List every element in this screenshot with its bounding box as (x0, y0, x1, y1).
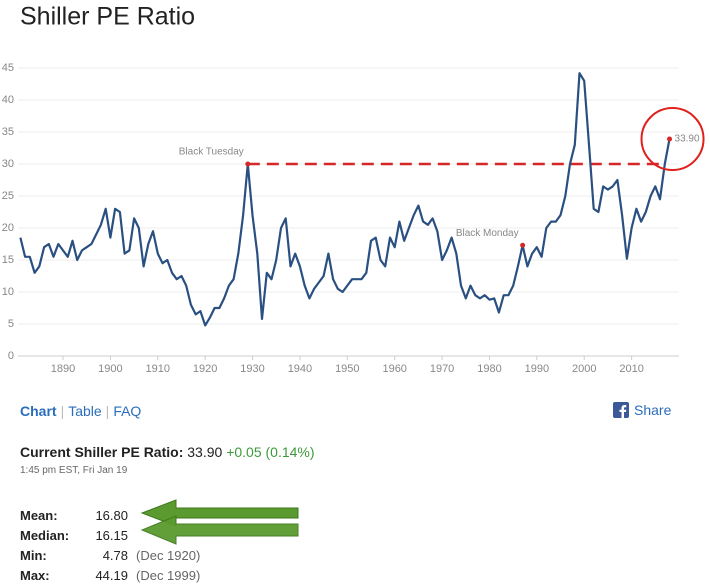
x-tick-label: 2000 (572, 363, 596, 375)
nav: Chart | Table | FAQ (20, 403, 142, 419)
stat-value: 16.15 (95, 527, 128, 543)
stat-value: 16.80 (95, 507, 128, 523)
share-button[interactable]: Share (613, 402, 671, 418)
nav-link[interactable]: FAQ (113, 403, 142, 419)
stat-note: (Dec 1999) (136, 567, 201, 583)
chart: Shiller PE Ratio 0 5 10 15 20 25 30 35 40 45 1890 1… (2, 3, 705, 375)
x-tick-label: 1910 (146, 363, 170, 375)
y-tick-label: 45 (2, 62, 14, 74)
y-tick-label: 0 (8, 350, 14, 362)
y-tick-label: 5 (8, 318, 14, 330)
x-tick-label: 2010 (619, 363, 643, 375)
nav-link[interactable]: Chart (20, 403, 57, 419)
chart-title: Shiller PE Ratio (20, 3, 195, 31)
x-tick-label: 1990 (525, 363, 549, 375)
timestamp: 1:45 pm EST, Fri Jan 19 (20, 465, 128, 476)
facebook-icon (613, 402, 629, 418)
x-tick-label: 1960 (382, 363, 406, 375)
y-tick-label: 40 (2, 94, 14, 106)
stat-row: Mean: 16.80 (20, 505, 200, 525)
current-number: 33.90 (187, 444, 223, 460)
stat-label: Max: (20, 567, 50, 583)
stat-row: Min: 4.78 (Dec 1920) (20, 545, 200, 565)
y-tick-label: 10 (2, 286, 14, 298)
stat-label: Min: (20, 547, 47, 563)
stat-note: (Dec 1920) (136, 547, 201, 563)
y-tick-label: 25 (2, 190, 14, 202)
x-tick-label: 1980 (477, 363, 501, 375)
x-tick-label: 1950 (335, 363, 359, 375)
annotation-marker (245, 161, 251, 167)
current-change: +0.05 (0.14%) (226, 444, 315, 460)
y-tick-label: 30 (2, 158, 14, 170)
line-series (19, 72, 671, 327)
stat-label: Mean: (20, 507, 58, 523)
annotation-label: Black Tuesday (179, 147, 244, 158)
x-tick-label: 1890 (51, 363, 75, 375)
nav-link[interactable]: Table (68, 403, 102, 419)
stat-label: Median: (20, 527, 70, 543)
value-label: 33.90 (675, 134, 700, 145)
end-marker (667, 136, 673, 142)
current-value: Current Shiller PE Ratio: 33.90 +0.05 (0… (20, 444, 315, 460)
x-tick-label: 1900 (98, 363, 122, 375)
x-tick-label: 1930 (240, 363, 264, 375)
y-tick-label: 20 (2, 222, 14, 234)
stat-value: 44.19 (95, 567, 128, 583)
x-tick-label: 1920 (193, 363, 217, 375)
share-label: Share (634, 402, 672, 418)
current-label: Current Shiller PE Ratio: (20, 444, 184, 460)
x-tick-label: 1940 (288, 363, 312, 375)
stat-row: Max: 44.19 (Dec 1999) (20, 565, 200, 585)
y-tick-label: 15 (2, 254, 14, 266)
stats: Mean: 16.80 Median: 16.15 Min: 4.78 (Dec 1920)… (20, 505, 200, 585)
annotation-marker (520, 242, 526, 248)
y-tick-label: 35 (2, 126, 14, 138)
x-tick-label: 1970 (430, 363, 454, 375)
stat-row: Median: 16.15 (20, 525, 200, 545)
stat-value: 4.78 (102, 547, 128, 563)
highlight-circle (640, 107, 705, 172)
annotation-label: Black Monday (456, 228, 519, 239)
